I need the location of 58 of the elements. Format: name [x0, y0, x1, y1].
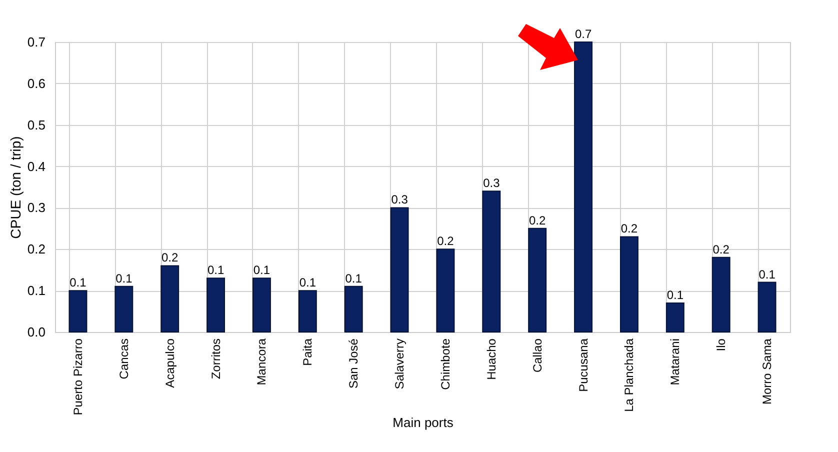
- x-tick-label: Pucusana: [576, 338, 590, 392]
- y-tick-label: 0.1: [27, 283, 46, 298]
- data-label: 0.2: [437, 234, 454, 248]
- bar: [344, 286, 363, 332]
- data-label: 0.2: [712, 242, 730, 256]
- bar: [68, 290, 88, 332]
- bar: [436, 248, 455, 332]
- data-label: 0.3: [391, 192, 408, 207]
- data-label: 0.7: [574, 27, 592, 41]
- data-label: 0.3: [483, 176, 500, 190]
- bar: [666, 302, 684, 332]
- x-tick-label: San José: [346, 338, 361, 389]
- x-tick-label: Chimbote: [438, 338, 452, 390]
- bar: [528, 228, 547, 332]
- bar: [160, 265, 180, 332]
- x-tick-label: Salaverry: [392, 338, 407, 390]
- data-label: 0.1: [666, 288, 684, 302]
- x-tick-label: Callao: [530, 338, 544, 373]
- data-label: 0.1: [299, 276, 316, 290]
- x-tick-label: Morro Sama: [760, 338, 774, 405]
- bar: [298, 290, 317, 332]
- data-label: 0.1: [70, 276, 87, 290]
- x-tick-label: Zorritos: [208, 338, 223, 380]
- y-tick-label: 0.5: [27, 117, 46, 132]
- bar: [206, 278, 226, 332]
- y-tick-label: 0.7: [27, 34, 46, 50]
- x-tick-label: Cancas: [116, 338, 131, 380]
- y-axis-title: CPUE (ton / trip): [7, 136, 24, 239]
- y-tick-label: 0.4: [27, 158, 46, 174]
- x-tick-label: Puerto Pizarro: [70, 338, 85, 416]
- y-tick-label: 0.6: [27, 76, 46, 91]
- data-label: 0.1: [253, 263, 270, 278]
- bar: [390, 207, 409, 332]
- x-tick-label: Paita: [300, 338, 315, 366]
- bar: [758, 282, 776, 332]
- bar: [252, 278, 271, 332]
- x-tick-label: La Planchada: [622, 338, 636, 412]
- bar: [712, 256, 730, 332]
- data-label: 0.1: [116, 271, 133, 286]
- bar: [620, 236, 638, 332]
- x-tick-label: Ilo: [714, 338, 728, 352]
- y-tick-label: 0.3: [27, 200, 46, 216]
- data-label: 0.1: [207, 263, 224, 278]
- x-axis-title: Main ports: [392, 415, 454, 430]
- data-label: 0.1: [345, 271, 362, 286]
- bar: [574, 42, 593, 332]
- x-tick-label: Acapulco: [162, 338, 177, 388]
- x-tick-label: Matarani: [668, 338, 682, 386]
- data-label: 0.2: [162, 250, 179, 265]
- data-label: 0.2: [620, 222, 638, 236]
- data-label: 0.2: [529, 213, 546, 228]
- x-tick-label: Mancora: [254, 338, 269, 386]
- data-label: 0.1: [758, 267, 776, 282]
- bar: [482, 190, 501, 332]
- y-tick-label: 0.2: [27, 242, 46, 257]
- bar: [114, 286, 134, 332]
- y-tick-label: 0.0: [27, 324, 46, 340]
- x-tick-label: Huacho: [484, 338, 498, 380]
